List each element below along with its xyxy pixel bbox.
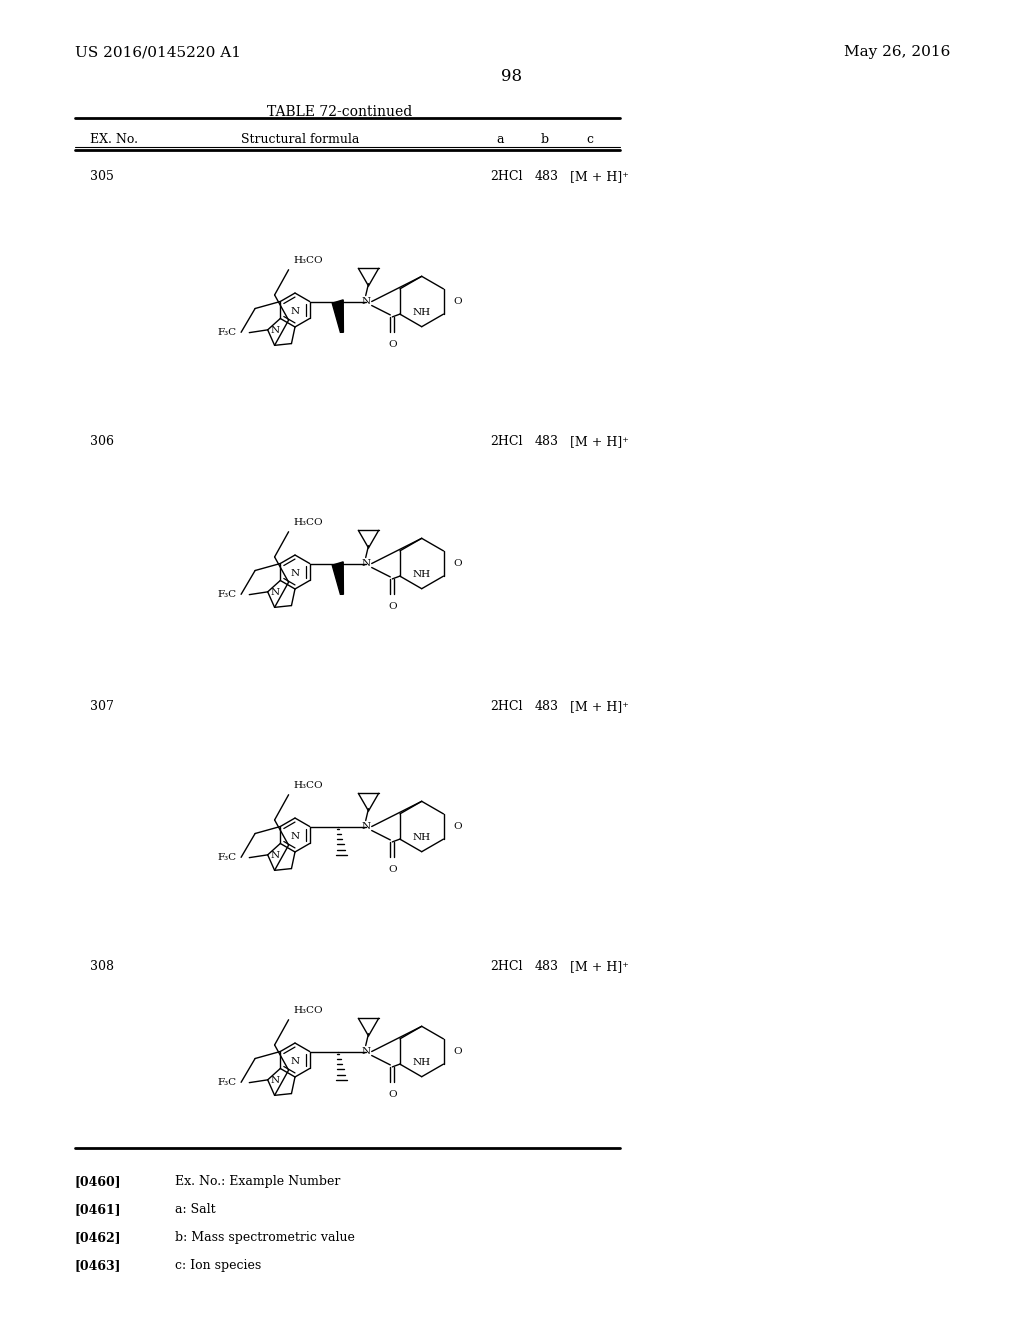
Text: 307: 307 bbox=[90, 700, 114, 713]
Text: O: O bbox=[388, 341, 396, 348]
Text: 2HCl: 2HCl bbox=[490, 700, 522, 713]
Text: b: b bbox=[541, 133, 549, 147]
Text: H₃CO: H₃CO bbox=[294, 780, 324, 789]
Text: O: O bbox=[454, 1047, 462, 1056]
Text: c: c bbox=[587, 133, 594, 147]
Text: [M + H]⁺: [M + H]⁺ bbox=[570, 170, 629, 183]
Text: 2HCl: 2HCl bbox=[490, 960, 522, 973]
Text: F₃C: F₃C bbox=[217, 853, 237, 862]
Text: NH: NH bbox=[413, 570, 431, 578]
Text: N: N bbox=[270, 851, 280, 861]
Text: May 26, 2016: May 26, 2016 bbox=[844, 45, 950, 59]
Text: 483: 483 bbox=[535, 170, 559, 183]
Text: H₃CO: H₃CO bbox=[294, 517, 324, 527]
Text: 2HCl: 2HCl bbox=[490, 170, 522, 183]
Text: Structural formula: Structural formula bbox=[241, 133, 359, 147]
Text: N: N bbox=[291, 832, 300, 841]
Text: F₃C: F₃C bbox=[217, 1078, 237, 1088]
Text: N: N bbox=[270, 589, 280, 598]
Text: H₃CO: H₃CO bbox=[294, 256, 324, 265]
Text: 306: 306 bbox=[90, 436, 114, 447]
Text: 308: 308 bbox=[90, 960, 114, 973]
Text: N: N bbox=[361, 822, 371, 832]
Text: 483: 483 bbox=[535, 436, 559, 447]
Text: 305: 305 bbox=[90, 170, 114, 183]
Text: 2HCl: 2HCl bbox=[490, 436, 522, 447]
Text: N: N bbox=[361, 1047, 371, 1056]
Text: N: N bbox=[361, 297, 371, 306]
Text: O: O bbox=[388, 1090, 396, 1100]
Text: b: Mass spectrometric value: b: Mass spectrometric value bbox=[175, 1232, 355, 1243]
Text: NH: NH bbox=[413, 1057, 431, 1067]
Text: a: a bbox=[497, 133, 504, 147]
Text: c: Ion species: c: Ion species bbox=[175, 1259, 261, 1272]
Text: [0462]: [0462] bbox=[75, 1232, 122, 1243]
Text: [0460]: [0460] bbox=[75, 1175, 122, 1188]
Text: O: O bbox=[388, 602, 396, 611]
Text: EX. No.: EX. No. bbox=[90, 133, 138, 147]
Text: 483: 483 bbox=[535, 960, 559, 973]
Text: N: N bbox=[361, 558, 371, 568]
Text: [M + H]⁺: [M + H]⁺ bbox=[570, 700, 629, 713]
Polygon shape bbox=[332, 300, 343, 333]
Text: N: N bbox=[291, 1057, 300, 1067]
Text: TABLE 72-continued: TABLE 72-continued bbox=[267, 106, 413, 119]
Text: 98: 98 bbox=[502, 69, 522, 84]
Text: N: N bbox=[270, 1076, 280, 1085]
Text: US 2016/0145220 A1: US 2016/0145220 A1 bbox=[75, 45, 241, 59]
Text: Ex. No.: Example Number: Ex. No.: Example Number bbox=[175, 1175, 340, 1188]
Text: N: N bbox=[291, 308, 300, 315]
Text: O: O bbox=[454, 822, 462, 832]
Text: O: O bbox=[388, 865, 396, 874]
Text: N: N bbox=[270, 326, 280, 335]
Text: a: Salt: a: Salt bbox=[175, 1203, 216, 1216]
Text: [0461]: [0461] bbox=[75, 1203, 122, 1216]
Polygon shape bbox=[332, 562, 343, 594]
Text: [0463]: [0463] bbox=[75, 1259, 122, 1272]
Text: NH: NH bbox=[413, 833, 431, 842]
Text: [M + H]⁺: [M + H]⁺ bbox=[570, 436, 629, 447]
Text: [M + H]⁺: [M + H]⁺ bbox=[570, 960, 629, 973]
Text: O: O bbox=[454, 297, 462, 306]
Text: 483: 483 bbox=[535, 700, 559, 713]
Text: F₃C: F₃C bbox=[217, 329, 237, 337]
Text: N: N bbox=[291, 569, 300, 578]
Text: F₃C: F₃C bbox=[217, 590, 237, 599]
Text: H₃CO: H₃CO bbox=[294, 1006, 324, 1015]
Text: O: O bbox=[454, 558, 462, 568]
Text: NH: NH bbox=[413, 308, 431, 317]
